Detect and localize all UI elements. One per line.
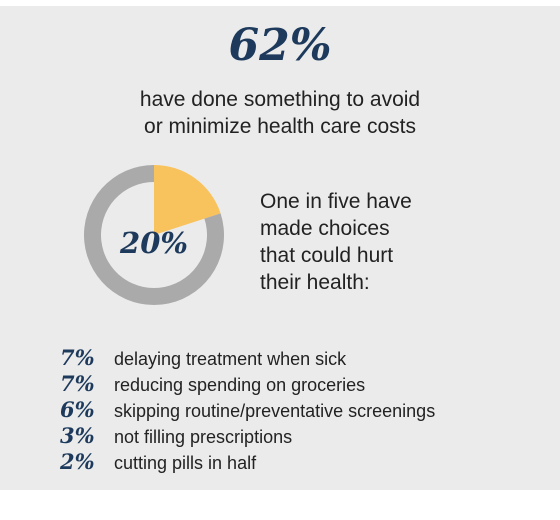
breakdown-label: reducing spending on groceries: [114, 375, 366, 395]
breakdown-percent: 7%: [60, 371, 95, 396]
breakdown-item: 3% not filling prescriptions: [60, 423, 550, 449]
headline-caption: have done something to avoid or minimize…: [0, 86, 560, 140]
donut-chart: [84, 165, 224, 305]
donut-description-line: that could hurt: [260, 244, 394, 267]
breakdown-item: 7% delaying treatment when sick: [60, 345, 550, 371]
breakdown-item: 2% cutting pills in half: [60, 449, 550, 475]
headline-stat: 62%: [228, 20, 332, 71]
breakdown-item: 7% reducing spending on groceries: [60, 371, 550, 397]
donut-description: One in five have made choices that could…: [260, 188, 480, 296]
breakdown-label: cutting pills in half: [114, 453, 257, 473]
donut-slice-highlight: [154, 165, 221, 235]
headline-caption-line: have done something to avoid: [139, 88, 421, 111]
donut-description-line: One in five have: [260, 190, 412, 213]
breakdown-percent: 2%: [60, 449, 95, 474]
breakdown-label: not filling prescriptions: [114, 427, 293, 447]
donut-description-line: made choices: [260, 217, 390, 240]
donut-center-label: 20%: [120, 226, 188, 260]
donut-description-line: their health:: [260, 271, 370, 294]
breakdown-label: delaying treatment when sick: [114, 349, 347, 369]
breakdown-label: skipping routine/preventative screenings: [114, 401, 436, 421]
breakdown-percent: 7%: [60, 345, 95, 370]
breakdown-percent: 6%: [60, 397, 95, 422]
breakdown-percent: 3%: [60, 423, 95, 448]
headline-caption-line: or minimize health care costs: [144, 115, 416, 138]
breakdown-item: 6% skipping routine/preventative screenin…: [60, 397, 550, 423]
breakdown-list: 7% delaying treatment when sick 7% reducin…: [60, 345, 550, 475]
